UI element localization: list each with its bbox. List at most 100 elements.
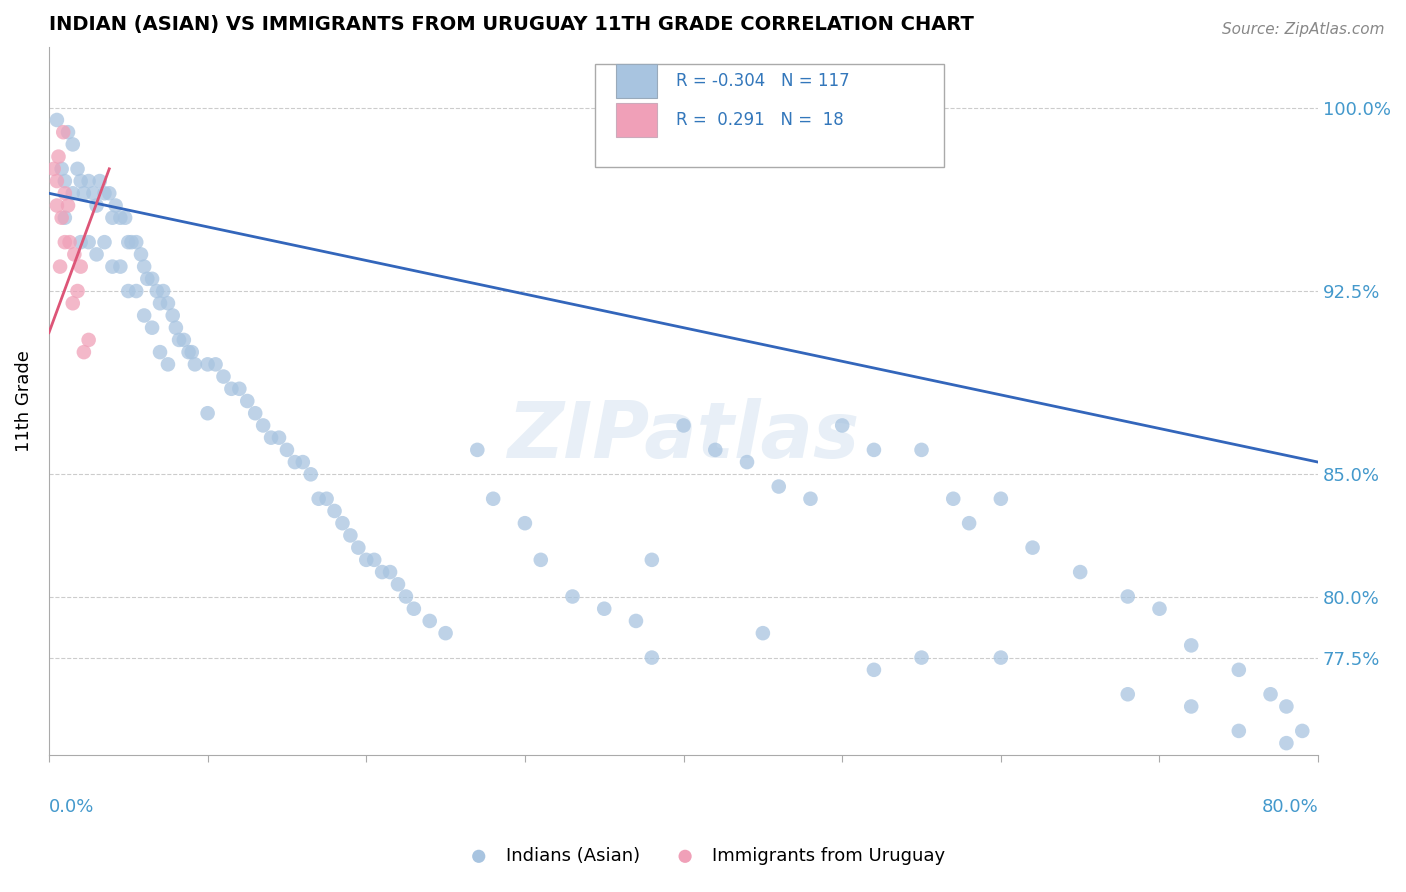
Point [125, 284, 148, 298]
Point [957, 516, 980, 531]
Point [768, 479, 790, 493]
Point [1227, 723, 1250, 738]
Point [910, 650, 932, 665]
Point [990, 491, 1012, 506]
Point [125, 235, 148, 249]
Point [184, 357, 207, 371]
Point [53, 186, 76, 201]
Point [77, 235, 100, 249]
Point [197, 357, 219, 371]
Point [167, 333, 190, 347]
Point [98, 785, 121, 799]
Point [69, 235, 91, 249]
Point [363, 553, 385, 567]
Point [221, 382, 243, 396]
Point [704, 442, 727, 457]
Point [831, 418, 853, 433]
Point [276, 442, 298, 457]
Point [134, 309, 156, 323]
Point [62, 186, 84, 201]
Point [98, 186, 121, 201]
Point [110, 260, 132, 274]
Point [1180, 699, 1202, 714]
Point [177, 345, 200, 359]
Point [165, 320, 187, 334]
Point [62, 296, 84, 310]
Point [260, 431, 283, 445]
Point [1260, 687, 1282, 701]
Point [641, 650, 664, 665]
Point [53, 174, 76, 188]
Point [434, 626, 457, 640]
Point [378, 565, 401, 579]
Point [339, 528, 361, 542]
Point [82, 186, 104, 201]
Point [910, 442, 932, 457]
Point [1069, 565, 1091, 579]
Point [284, 455, 307, 469]
Point [117, 235, 139, 249]
Point [1227, 663, 1250, 677]
Point [156, 357, 179, 371]
Point [990, 650, 1012, 665]
Point [101, 211, 124, 225]
Point [1116, 687, 1139, 701]
Point [141, 272, 163, 286]
Point [45, 198, 67, 212]
Point [332, 516, 354, 531]
Point [1180, 639, 1202, 653]
Point [101, 260, 124, 274]
Text: R = -0.304   N = 117: R = -0.304 N = 117 [676, 71, 849, 90]
Point [51, 211, 73, 225]
Point [86, 247, 108, 261]
Point [117, 284, 139, 298]
Point [228, 382, 250, 396]
Point [419, 614, 441, 628]
Text: INDIAN (ASIAN) VS IMMIGRANTS FROM URUGUAY 11TH GRADE CORRELATION CHART: INDIAN (ASIAN) VS IMMIGRANTS FROM URUGUA… [49, 15, 974, 34]
Point [149, 345, 172, 359]
Point [356, 553, 378, 567]
Point [236, 394, 259, 409]
Point [56, 198, 79, 212]
Point [63, 247, 86, 261]
Point [149, 296, 172, 310]
Point [77, 174, 100, 188]
Text: ZIPatlas: ZIPatlas [508, 399, 859, 475]
Point [73, 186, 96, 201]
Point [136, 272, 159, 286]
Point [465, 442, 488, 457]
Point [387, 577, 409, 591]
Point [204, 357, 226, 371]
Point [1291, 723, 1313, 738]
Point [942, 491, 965, 506]
Point [308, 491, 330, 506]
Point [267, 431, 290, 445]
Point [69, 174, 91, 188]
Point [58, 235, 80, 249]
Point [77, 333, 100, 347]
FancyBboxPatch shape [616, 103, 657, 137]
Point [395, 590, 418, 604]
Point [45, 174, 67, 188]
Point [1116, 590, 1139, 604]
Y-axis label: 11th Grade: 11th Grade [15, 350, 32, 452]
Point [402, 601, 425, 615]
FancyBboxPatch shape [616, 63, 657, 98]
Point [129, 247, 152, 261]
Point [299, 467, 322, 482]
Point [1275, 736, 1298, 750]
Legend: Indians (Asian), Immigrants from Uruguay: Indians (Asian), Immigrants from Uruguay [454, 840, 952, 872]
Point [62, 137, 84, 152]
Point [513, 516, 536, 531]
Point [110, 211, 132, 225]
Point [93, 235, 115, 249]
Point [69, 260, 91, 274]
Point [197, 406, 219, 420]
Point [323, 504, 346, 518]
Point [48, 150, 70, 164]
Text: R =  0.291   N =  18: R = 0.291 N = 18 [676, 112, 844, 129]
Point [66, 284, 89, 298]
Point [245, 406, 267, 420]
Point [104, 198, 127, 212]
Point [1021, 541, 1043, 555]
